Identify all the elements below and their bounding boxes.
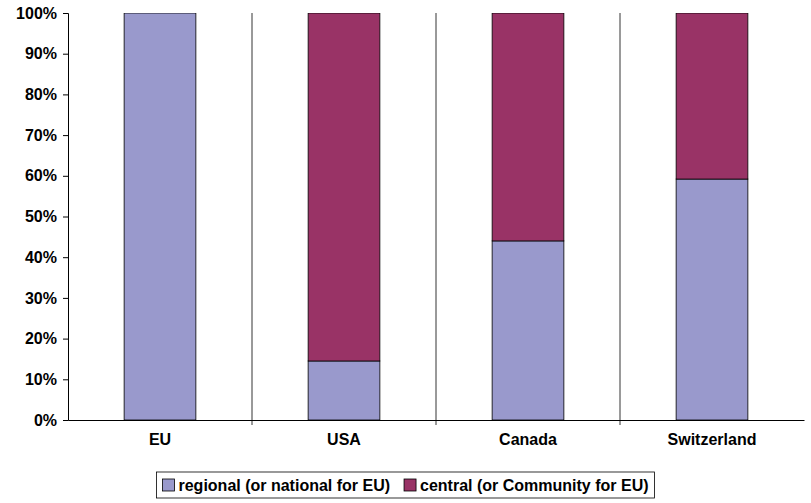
bar-segment [492, 13, 564, 241]
y-tick-label: 100% [16, 5, 57, 22]
y-tick: 80% [25, 86, 68, 103]
legend: regional (or national for EU) central (or… [156, 472, 654, 498]
y-tick: 20% [25, 330, 68, 347]
legend-label: central (or Community for EU) [420, 477, 648, 494]
y-tick-mark [63, 13, 68, 14]
x-tick-label: USA [327, 431, 361, 448]
x-tick: Switzerland [668, 431, 757, 448]
x-tick-label: Switzerland [668, 431, 757, 448]
y-tick: 90% [25, 45, 68, 62]
legend-swatch [162, 479, 174, 491]
x-axis-line [69, 420, 805, 421]
y-tick: 60% [25, 167, 68, 184]
y-tick-label: 90% [25, 45, 57, 62]
bars [124, 13, 748, 420]
grid [252, 13, 620, 425]
x-tick: EU [149, 431, 171, 448]
y-tick-label: 10% [25, 371, 57, 388]
y-tick-label: 30% [25, 290, 57, 307]
y-tick-label: 40% [25, 249, 57, 266]
y-tick-mark [63, 176, 68, 177]
legend-box [156, 472, 654, 498]
legend-swatch [404, 479, 416, 491]
y-tick: 100% [16, 5, 68, 22]
category-divider [252, 13, 253, 425]
y-tick-label: 20% [25, 330, 57, 347]
bar-segment [676, 179, 748, 420]
bar-segment [124, 13, 196, 14]
legend-item: regional (or national for EU) [162, 477, 390, 494]
legend-label: regional (or national for EU) [178, 477, 390, 494]
y-tick-label: 80% [25, 86, 57, 103]
y-tick: 50% [25, 208, 68, 225]
y-tick: 40% [25, 249, 68, 266]
y-tick-label: 70% [25, 127, 57, 144]
y-tick-mark [63, 135, 68, 136]
bar-segment [676, 13, 748, 179]
y-axis-line [63, 14, 69, 421]
x-tick: Canada [499, 431, 557, 448]
x-tick-label: Canada [499, 431, 557, 448]
y-tick-label: 50% [25, 208, 57, 225]
y-tick-label: 60% [25, 167, 57, 184]
x-tick: USA [327, 431, 361, 448]
y-axis: 0% 10% 20% 30% 40% 50% 60% 70% 80% 90% 100% [16, 5, 68, 429]
y-tick-mark [63, 94, 68, 95]
y-tick-label: 0% [34, 412, 57, 429]
y-tick: 70% [25, 127, 68, 144]
category-divider [436, 13, 437, 425]
legend-item: central (or Community for EU) [404, 477, 648, 494]
bar-segment [308, 13, 380, 361]
y-tick-mark [63, 298, 68, 299]
bar-segment [492, 241, 564, 420]
x-axis: EU USA Canada Switzerland [69, 421, 805, 449]
y-tick-mark [63, 54, 68, 55]
y-tick-mark [63, 257, 68, 258]
y-tick: 0% [34, 412, 68, 429]
y-tick-mark [63, 339, 68, 340]
y-tick: 30% [25, 290, 68, 307]
bar-segment [124, 13, 196, 420]
y-tick: 10% [25, 371, 68, 388]
bar-segment [308, 361, 380, 420]
x-tick-label: EU [149, 431, 171, 448]
y-tick-mark [63, 379, 68, 380]
y-tick-mark [63, 420, 68, 421]
y-tick-mark [63, 217, 68, 218]
category-divider [620, 13, 621, 425]
